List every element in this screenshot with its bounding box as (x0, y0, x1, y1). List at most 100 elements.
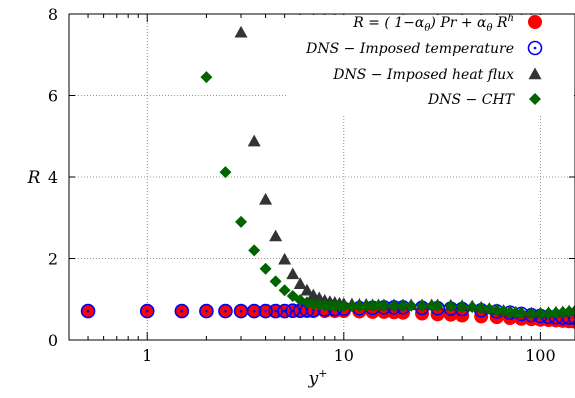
series-2-point (269, 229, 283, 242)
series-1-point (277, 303, 292, 319)
series-3-point (542, 307, 555, 320)
series-3-point (345, 300, 358, 313)
legend-marker-3 (529, 93, 541, 105)
series-1-point (199, 303, 214, 319)
y-axis-label: R (27, 168, 41, 188)
legend-label-3: DNS − CHT (427, 92, 516, 108)
series-3-point (353, 300, 366, 313)
series-3-point (416, 299, 429, 312)
series-1-point-ring (199, 303, 214, 319)
series-3-point (515, 307, 528, 320)
series-1-point (258, 303, 273, 319)
series-3-point (387, 299, 400, 312)
series-2-point (259, 192, 273, 205)
series-1-point-dot (224, 309, 227, 313)
series-3-point (569, 305, 575, 318)
series-1-point (218, 303, 233, 319)
legend-marker-1 (527, 40, 543, 56)
series-1-point-ring (80, 303, 96, 319)
x-axis-label-base: y (308, 369, 319, 389)
series-1-point-dot (239, 309, 243, 313)
legend-0-sub-theta-2: θ (487, 23, 493, 34)
series-1-point-dot (274, 309, 277, 313)
y-tick-label: 4 (48, 168, 58, 187)
x-tick-label: 100 (525, 346, 556, 365)
series-3-point (483, 303, 496, 316)
legend-marker-1-ring (527, 40, 543, 56)
series-1-point-ring (218, 303, 233, 319)
series-3-point (503, 305, 516, 318)
series-1-point-dot (205, 309, 208, 313)
series-3-point (534, 307, 547, 320)
series-3-point (259, 262, 272, 275)
x-axis-label: y+ (308, 367, 328, 389)
legend-marker-1-dot (533, 46, 537, 50)
x-axis-label-sup: + (318, 367, 327, 380)
series-3-point (200, 71, 213, 84)
legend-label-2: DNS − Imposed heat flux (332, 67, 514, 83)
series-3-point (490, 304, 503, 317)
series-3-point (248, 244, 261, 257)
legend-0-part-pr: ) Pr + α (429, 15, 487, 31)
series-1-point-dot (145, 309, 149, 313)
series-3-point (431, 299, 444, 312)
axis-ticks: 0 2 4 6 8 1 10 100 (48, 5, 575, 365)
legend-0-sub-theta: θ (424, 23, 430, 34)
series-2-point (247, 134, 261, 147)
series-1-point-dot (252, 309, 256, 313)
series-3-point (337, 300, 350, 313)
legend-0-sup-h: h (508, 13, 514, 24)
series-3-point (466, 300, 479, 313)
x-tick-label: 1 (142, 346, 152, 365)
y-tick-label: 0 (48, 331, 58, 350)
series-2-point (234, 25, 248, 38)
legend-label-1: DNS − Imposed temperature (305, 41, 514, 57)
series-3-point (525, 307, 538, 320)
legend-0-part-rh: R (493, 15, 508, 31)
legend-markers (527, 15, 543, 105)
series-3-point (444, 300, 457, 313)
series-1-point-dot (312, 308, 315, 312)
series-1-point-ring (567, 310, 575, 325)
y-tick-label: 8 (48, 5, 58, 24)
series-3-point (549, 306, 562, 319)
series-1-point-dot (86, 309, 90, 313)
series-1-point (246, 303, 262, 319)
series-3-point (219, 166, 232, 179)
legend-background (288, 15, 574, 115)
series-3-point (377, 299, 390, 312)
series-3 (200, 71, 575, 320)
series-1-point-dot (180, 309, 184, 313)
series-1-point (268, 303, 283, 319)
series-2-point (300, 283, 314, 296)
series-1-point-ring (277, 303, 292, 319)
data-marks (80, 25, 575, 329)
series-3-point (456, 300, 469, 313)
series-3-point (475, 301, 488, 314)
y-tick-label: 2 (48, 250, 58, 269)
series-1-point-ring (174, 303, 190, 319)
series-3-point (405, 299, 418, 312)
legend-0-part-r: R = ( 1−α (352, 15, 425, 31)
legend-marker-2 (528, 67, 542, 80)
series-1-point-dot (283, 309, 286, 313)
series-2-point (278, 252, 292, 265)
series-2-point (286, 267, 300, 280)
series-1-point-ring (139, 303, 155, 319)
series-3-point (235, 215, 248, 228)
series-1-point (80, 303, 96, 319)
series-3-point (278, 284, 291, 297)
series-1-point (139, 303, 155, 319)
x-tick-label: 10 (334, 346, 354, 365)
legend-marker-0 (528, 15, 542, 29)
series-1-point-dot (264, 309, 267, 313)
series-3-point (269, 275, 282, 288)
series-1-point (174, 303, 190, 319)
series-1-point-ring (268, 303, 283, 319)
legend-label-0: R = ( 1−αθ) Pr + αθ Rh (352, 13, 514, 34)
y-tick-label: 6 (48, 87, 58, 106)
legend: R = ( 1−αθ) Pr + αθ Rh DNS − Imposed tem… (288, 13, 574, 115)
series-1-point-ring (246, 303, 262, 319)
series-1-point-ring (258, 303, 273, 319)
